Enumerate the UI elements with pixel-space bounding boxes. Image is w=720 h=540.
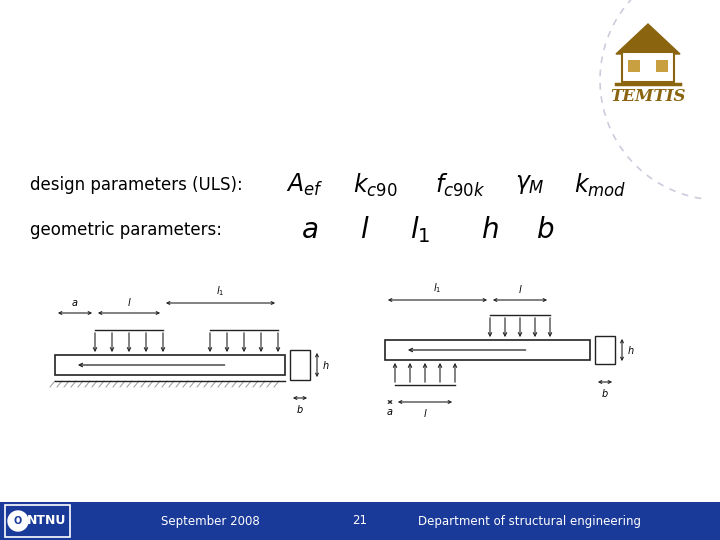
Text: $k_{c90}$: $k_{c90}$ — [353, 171, 397, 199]
Text: $a$: $a$ — [387, 407, 394, 417]
Text: design parameters (ULS):: design parameters (ULS): — [30, 176, 243, 194]
Circle shape — [8, 511, 28, 531]
Text: $b$: $b$ — [601, 387, 609, 399]
Bar — [0, 502, 720, 540]
Text: NTNU: NTNU — [27, 515, 67, 528]
Text: $k_{mod}$: $k_{mod}$ — [574, 171, 626, 199]
Text: $\gamma_M$: $\gamma_M$ — [515, 173, 545, 197]
Text: $h$: $h$ — [627, 344, 634, 356]
Text: Department of structural engineering: Department of structural engineering — [418, 515, 642, 528]
Bar — [290, 350, 310, 380]
Text: $l$: $l$ — [518, 283, 522, 295]
Text: TEMTIS: TEMTIS — [611, 88, 685, 105]
Text: $l_1$: $l_1$ — [433, 281, 441, 295]
Bar — [656, 60, 668, 72]
Text: $b$: $b$ — [296, 403, 304, 415]
Text: $l_1$: $l_1$ — [216, 284, 225, 298]
Text: $h$: $h$ — [322, 359, 330, 371]
Text: $l_1$: $l_1$ — [410, 214, 430, 245]
Text: $b$: $b$ — [536, 217, 554, 244]
Bar — [385, 340, 590, 360]
Text: $l$: $l$ — [127, 296, 131, 308]
Text: 21: 21 — [353, 515, 367, 528]
Text: $A_{ef}$: $A_{ef}$ — [287, 172, 324, 198]
Polygon shape — [616, 24, 680, 54]
Bar — [628, 60, 640, 72]
Text: $a$: $a$ — [302, 217, 318, 244]
Text: $a$: $a$ — [71, 298, 78, 308]
Bar — [622, 52, 674, 82]
Text: $l$: $l$ — [360, 217, 370, 244]
Bar — [595, 336, 615, 364]
Bar — [5, 505, 70, 537]
Text: $h$: $h$ — [481, 217, 499, 244]
Bar — [55, 355, 285, 375]
Text: September 2008: September 2008 — [161, 515, 259, 528]
Text: $l$: $l$ — [423, 407, 428, 419]
Text: geometric parameters:: geometric parameters: — [30, 221, 222, 239]
Text: $f_{c90k}$: $f_{c90k}$ — [435, 171, 485, 199]
Text: O: O — [14, 516, 22, 526]
